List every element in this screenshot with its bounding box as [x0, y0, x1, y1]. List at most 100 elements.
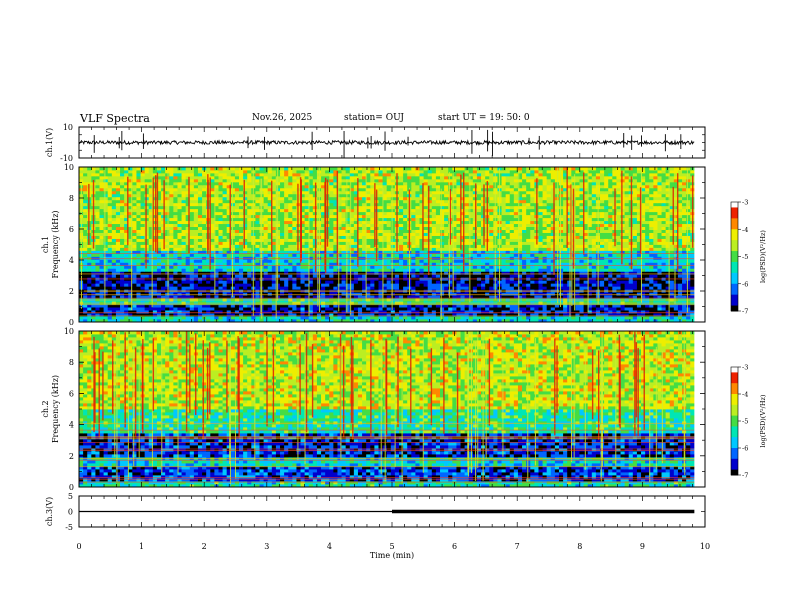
spectrogram-cell: [115, 262, 121, 266]
spectrogram-cell: [563, 265, 568, 269]
spectrogram-cell: [489, 274, 494, 278]
spectrogram-cell: [423, 292, 429, 296]
spectrogram-cell: [214, 292, 219, 296]
spectrogram-cell: [280, 292, 285, 296]
spectrogram-cell: [456, 307, 461, 311]
spectrogram-cell: [185, 229, 191, 233]
spectrogram-cell: [435, 280, 441, 284]
spectrogram-cell: [140, 229, 146, 233]
spectrogram-cell: [312, 271, 318, 275]
spectrogram-cell: [193, 313, 199, 317]
spectrogram-cell: [558, 238, 564, 242]
spectrogram-cell: [79, 319, 84, 323]
spectrogram-cell: [362, 226, 367, 230]
spectrogram-cell: [362, 262, 367, 266]
spectrogram-cell: [296, 259, 301, 263]
spectrogram-cell: [189, 241, 195, 245]
spectrogram-cell: [99, 241, 105, 245]
spectrogram-cell: [177, 268, 182, 272]
spectrogram-cell: [284, 295, 289, 299]
spectrogram-cell: [292, 283, 297, 287]
spectrogram-cell: [464, 229, 470, 233]
spectrogram-cell: [653, 265, 658, 269]
spectrogram-cell: [653, 316, 658, 320]
spectrogram-cell: [111, 235, 117, 239]
spectrogram-cell: [604, 319, 609, 323]
spectrogram-cell: [534, 280, 539, 284]
spectrogram-cell: [349, 265, 355, 269]
spectrogram-cell: [185, 265, 191, 269]
spectrogram-cell: [415, 250, 420, 254]
spectrogram-cell: [665, 280, 671, 284]
spectrogram-cell: [686, 247, 691, 251]
spectrogram-cell: [321, 307, 326, 311]
spectrogram-cell: [284, 247, 289, 251]
spectrogram-cell: [390, 232, 396, 236]
spectrogram-cell: [567, 280, 572, 284]
spectrogram-cell: [653, 262, 658, 266]
spectrogram-cell: [390, 307, 396, 311]
spectrogram-cell: [185, 247, 191, 251]
spectrogram-cell: [390, 259, 396, 263]
spectrogram-cell: [202, 286, 207, 290]
spectrogram-cell: [423, 247, 429, 251]
spectrogram-cell: [522, 229, 527, 233]
spectrogram-cell: [132, 271, 137, 275]
spectrogram-cell: [530, 286, 535, 290]
spectrogram-cell: [284, 262, 289, 266]
spectrogram-cell: [394, 304, 400, 308]
spectrogram-cell: [419, 259, 424, 263]
spectrogram-cell: [398, 274, 404, 278]
spectrogram-cell: [505, 307, 511, 311]
spectrogram-cell: [468, 307, 474, 311]
spectrogram-cell: [608, 226, 613, 230]
spectrogram-cell: [304, 286, 310, 290]
spectrogram-cell: [115, 253, 121, 257]
spectrogram-cell: [169, 274, 174, 278]
spectrogram-cell: [632, 274, 638, 278]
spectrogram-cell: [476, 226, 482, 230]
spectrogram-cell: [509, 310, 515, 314]
spectrogram-cell: [304, 274, 310, 278]
spectrogram-cell: [210, 307, 215, 311]
spectrogram-cell: [165, 223, 170, 228]
spectrogram-cell: [636, 304, 642, 308]
spectrogram-cell: [91, 319, 96, 323]
spectrogram-cell: [120, 226, 125, 230]
spectrogram-cell: [665, 235, 671, 239]
spectrogram-cell: [641, 265, 646, 269]
spectrogram-cell: [193, 250, 199, 254]
spectrogram-cell: [341, 241, 347, 245]
spectrogram-cell: [653, 256, 658, 260]
spectrogram-cell: [197, 286, 203, 290]
spectrogram-cell: [234, 235, 240, 239]
spectrogram-cell: [398, 283, 404, 287]
spectrogram-cell: [657, 280, 662, 284]
spectrogram-cell: [575, 232, 580, 236]
spectrogram-cell: [530, 262, 535, 266]
spectrogram-cell: [690, 316, 695, 320]
spectrogram-cell: [374, 295, 379, 299]
spectrogram-cell: [403, 250, 408, 254]
spectrogram-cell: [156, 262, 162, 266]
spectrogram-cell: [247, 313, 252, 317]
spectrogram-cell: [275, 262, 281, 266]
spectrogram-cell: [624, 256, 630, 260]
spectrogram-cell: [628, 316, 634, 320]
spectrogram-cell: [485, 280, 490, 284]
spectrogram-cell: [517, 229, 523, 233]
spectrogram-cell: [575, 250, 580, 254]
spectrogram-cell: [210, 250, 215, 254]
spectrogram-cell: [657, 304, 662, 308]
spectrogram-cell: [353, 256, 359, 260]
spectrogram-cell: [448, 304, 453, 308]
spectrogram-cell: [280, 226, 285, 230]
spectrogram-cell: [538, 250, 543, 254]
spectrogram-cell: [517, 310, 523, 314]
spectrogram-cell: [427, 256, 433, 260]
spectrogram-cell: [636, 262, 642, 266]
spectrogram-cell: [456, 310, 461, 314]
spectrogram-cell: [341, 292, 347, 296]
spectrogram-cell: [185, 223, 191, 228]
spectrogram-cell: [370, 268, 375, 272]
